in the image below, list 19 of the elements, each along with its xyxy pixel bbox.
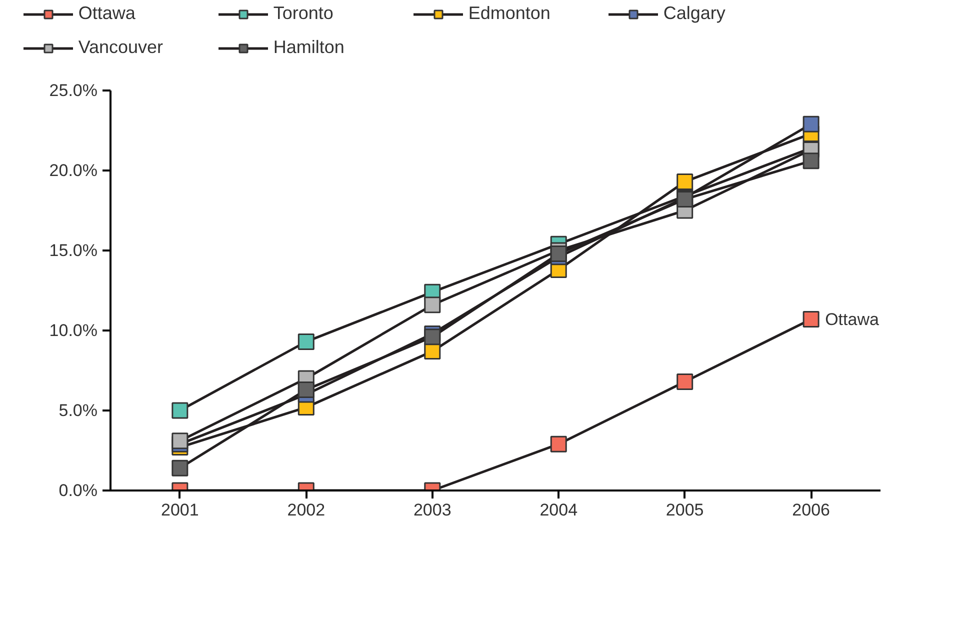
y-tick-label: 5.0% — [58, 401, 98, 420]
legend-label: Hamilton — [273, 37, 346, 58]
legend-label: Edmonton — [468, 3, 552, 24]
legend-label: Ottawa — [78, 3, 136, 24]
y-tick-label: 10.0% — [49, 321, 98, 340]
x-tick-label: 2004 — [540, 500, 578, 520]
annotation: Ottawa — [825, 310, 880, 329]
legend-label: Toronto — [273, 3, 334, 24]
x-tick-label: 2006 — [792, 500, 830, 520]
x-tick-label: 2003 — [413, 500, 452, 520]
y-tick-label: 0.0% — [58, 481, 98, 500]
y-tick-label: 15.0% — [49, 241, 98, 260]
x-tick-label: 2005 — [666, 500, 704, 520]
x-tick-label: 2001 — [161, 500, 199, 520]
x-tick-label: 2002 — [287, 500, 326, 520]
legend-label: Calgary — [663, 3, 726, 24]
y-tick-label: 20.0% — [49, 161, 98, 180]
legend-label: Vancouver — [78, 37, 164, 58]
y-tick-label: 25.0% — [49, 81, 98, 100]
